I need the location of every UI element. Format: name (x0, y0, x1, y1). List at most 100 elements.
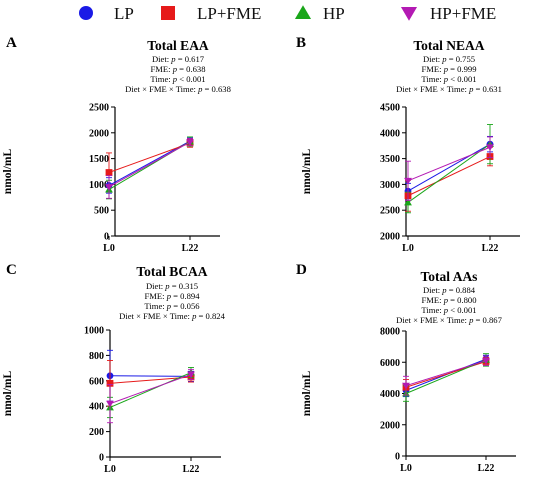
series-hp-fme (106, 368, 195, 424)
series-hp (106, 367, 195, 419)
chart-title: Total EAA (147, 38, 209, 53)
stat-line: FME: p = 0.999 (422, 64, 477, 74)
series-line (407, 143, 491, 192)
series-hp-fme (404, 136, 494, 201)
series-hp-fme (105, 138, 194, 199)
x-tick-label: L0 (104, 464, 116, 475)
series-hp (402, 353, 490, 402)
y-tick-label: 4000 (380, 389, 400, 400)
series-line (109, 375, 192, 377)
y-tick-label: 2000 (380, 420, 400, 431)
y-tick-label: 600 (89, 376, 104, 387)
y-tick-label: 400 (89, 402, 104, 413)
series-hp (404, 124, 494, 214)
legend-item: LP (79, 4, 134, 23)
stat-line: Diet × FME × Time: p = 0.631 (396, 84, 502, 94)
series-line (109, 373, 192, 405)
legend-label: LP (114, 4, 134, 23)
series-lp (402, 354, 490, 398)
stat-line: FME: p = 0.800 (422, 295, 477, 305)
legend: LP LP+FME HP HP+FME (79, 4, 496, 23)
chart-title: Total NEAA (413, 38, 484, 53)
y-axis-label: nmol/mL (2, 148, 14, 194)
data-point (105, 169, 113, 176)
chart-title: Total BCAA (136, 264, 207, 279)
data-point (105, 184, 113, 191)
y-axis-label: nmol/mL (301, 370, 313, 416)
stat-line: Diet: p = 0.884 (423, 285, 476, 295)
x-tick-label: L22 (482, 243, 499, 254)
series-lp (404, 135, 494, 200)
y-tick-label: 0 (104, 232, 109, 243)
stat-line: Diet: p = 0.315 (146, 281, 198, 291)
stat-line: Diet: p = 0.617 (152, 54, 205, 64)
stat-line: Diet: p = 0.755 (423, 54, 475, 64)
series-hp-fme (402, 355, 490, 396)
data-point (106, 400, 114, 408)
y-tick-label: 1000 (84, 326, 104, 337)
legend-item: LP+FME (161, 4, 261, 23)
y-tick-label: 4000 (380, 128, 400, 139)
y-tick-label: 800 (89, 351, 104, 362)
legend-marker-hp (294, 5, 312, 19)
legend-label: HP+FME (430, 4, 496, 23)
legend-item: HP (294, 4, 345, 23)
stat-line: FME: p = 0.894 (145, 291, 201, 301)
y-tick-label: 2500 (89, 103, 109, 114)
y-tick-label: 500 (94, 206, 109, 217)
data-point (486, 144, 494, 151)
stat-line: Diet × FME × Time: p = 0.638 (125, 84, 231, 94)
x-tick-label: L0 (103, 243, 115, 254)
stat-line: Time: p < 0.001 (421, 74, 476, 84)
y-tick-label: 200 (89, 427, 104, 438)
series-lp (106, 349, 195, 402)
series-lp-fme (106, 360, 195, 407)
y-tick-label: 2000 (89, 128, 109, 139)
y-tick-label: 3500 (380, 154, 400, 165)
legend-label: HP (323, 4, 345, 23)
x-tick-label: L22 (478, 463, 495, 474)
stat-line: FME: p = 0.638 (151, 64, 206, 74)
data-point (482, 357, 490, 365)
y-axis-label: nmol/mL (2, 370, 14, 416)
stat-line: Diet × FME × Time: p = 0.824 (119, 311, 225, 321)
y-tick-label: 0 (395, 452, 400, 463)
y-axis-label: nmol/mL (301, 148, 313, 194)
x-tick-label: L0 (400, 463, 412, 474)
legend-label: LP+FME (197, 4, 261, 23)
stat-line: Diet × FME × Time: p = 0.867 (396, 315, 502, 325)
y-tick-label: 8000 (380, 327, 400, 338)
series-line (407, 156, 491, 197)
y-tick-label: 3000 (380, 180, 400, 191)
x-tick-label: L0 (402, 243, 414, 254)
y-tick-label: 6000 (380, 358, 400, 369)
stat-line: Time: p < 0.001 (150, 74, 205, 84)
panel-letter: D (296, 262, 307, 278)
data-point (404, 198, 412, 206)
y-tick-label: 2000 (380, 232, 400, 243)
y-tick-label: 1000 (89, 180, 109, 191)
stat-line: Time: p < 0.001 (421, 305, 476, 315)
series-line (108, 142, 191, 174)
panel-letter: A (6, 35, 17, 51)
series-line (407, 143, 491, 203)
stat-line: Time: p = 0.056 (144, 301, 200, 311)
data-point (186, 139, 194, 146)
y-tick-label: 1500 (89, 154, 109, 165)
series-line (407, 146, 491, 182)
data-point (402, 382, 410, 390)
legend-marker-lp (79, 6, 93, 20)
y-tick-label: 4500 (380, 103, 400, 114)
data-point (404, 177, 412, 185)
data-point (106, 379, 114, 387)
x-tick-label: L22 (182, 243, 199, 254)
data-point (187, 371, 195, 379)
y-tick-label: 2500 (380, 206, 400, 217)
legend-marker-hp-fme (400, 7, 418, 21)
series-lp-fme (404, 146, 494, 212)
